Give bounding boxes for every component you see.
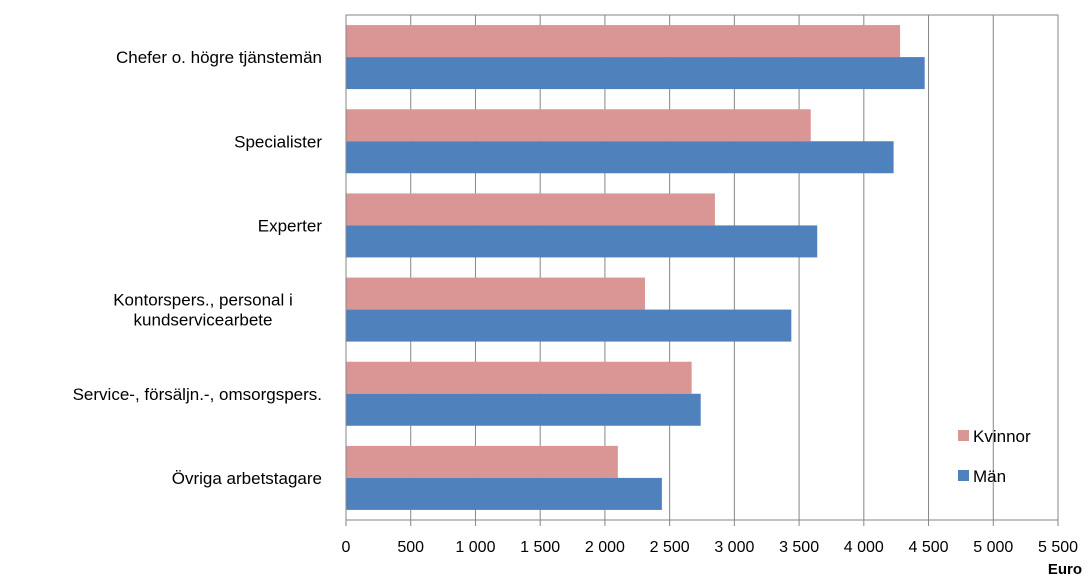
bar-kvinnor — [346, 25, 901, 58]
x-tick-label: 3 000 — [714, 539, 754, 556]
x-tick-label: 1 500 — [520, 539, 560, 556]
legend: Kvinnor Män — [958, 427, 1031, 486]
plot-area-frame — [345, 14, 1059, 521]
x-tick-label: 3 500 — [779, 539, 819, 556]
x-tick-label: 1 000 — [455, 539, 495, 556]
category-label: Chefer o. högre tjänstemän — [116, 48, 322, 67]
grid-lines — [345, 15, 1059, 526]
bar-kvinnor — [346, 445, 618, 478]
x-tick-label: 5 500 — [1038, 539, 1078, 556]
category-label: Övriga arbetstagare — [172, 469, 322, 488]
category-label: Experter — [258, 216, 323, 235]
bar-man — [346, 225, 818, 258]
bars — [346, 25, 925, 510]
bar-man — [346, 141, 894, 174]
x-tick-label: 2 000 — [585, 539, 625, 556]
x-tick-label: 4 500 — [909, 539, 949, 556]
x-tick-label: 500 — [397, 539, 424, 556]
bar-kvinnor — [346, 277, 646, 310]
category-label: kundservicearbete — [134, 311, 273, 330]
bar-man — [346, 57, 925, 90]
legend-swatch — [958, 430, 969, 441]
x-axis-unit: Euro — [1048, 561, 1082, 578]
category-label: Specialister — [234, 132, 322, 151]
bar-man — [346, 309, 792, 342]
legend-label: Kvinnor — [973, 427, 1031, 446]
x-tick-labels: 0 500 1 000 1 500 2 000 2 500 3 000 3 500 4 000 4… — [342, 539, 1079, 556]
bar-man — [346, 393, 701, 426]
bar-man — [346, 477, 662, 510]
bar-kvinnor — [346, 193, 715, 226]
x-tick-label: 0 — [342, 539, 351, 556]
category-labels: Chefer o. högre tjänstemän Specialister Ex… — [73, 48, 323, 488]
x-tick-label: 5 000 — [973, 539, 1013, 556]
legend-label: Män — [973, 467, 1006, 486]
category-label: Kontorspers., personal i — [113, 291, 293, 310]
x-tick-label: 2 500 — [650, 539, 690, 556]
x-tick-label: 4 000 — [844, 539, 884, 556]
bar-kvinnor — [346, 361, 692, 394]
legend-swatch — [958, 470, 969, 481]
bar-kvinnor — [346, 109, 811, 142]
category-label: Service-, försäljn.-, omsorgspers. — [73, 385, 322, 404]
